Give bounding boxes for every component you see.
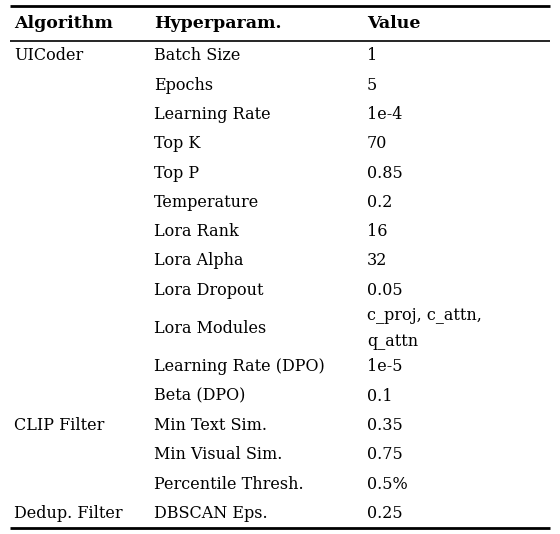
Text: Learning Rate (DPO): Learning Rate (DPO) [154, 358, 325, 375]
Text: DBSCAN Eps.: DBSCAN Eps. [154, 505, 268, 522]
Text: Dedup. Filter: Dedup. Filter [14, 505, 123, 522]
Text: 0.75: 0.75 [367, 446, 403, 464]
Text: CLIP Filter: CLIP Filter [14, 417, 104, 434]
Text: Lora Modules: Lora Modules [154, 320, 266, 337]
Text: 0.25: 0.25 [367, 505, 403, 522]
Text: Percentile Thresh.: Percentile Thresh. [154, 476, 304, 492]
Text: Top K: Top K [154, 135, 200, 152]
Text: Learning Rate: Learning Rate [154, 106, 270, 123]
Text: Lora Alpha: Lora Alpha [154, 253, 244, 270]
Text: Lora Rank: Lora Rank [154, 223, 239, 240]
Text: Min Text Sim.: Min Text Sim. [154, 417, 267, 434]
Text: Temperature: Temperature [154, 194, 259, 211]
Text: 0.1: 0.1 [367, 388, 393, 405]
Text: 16: 16 [367, 223, 388, 240]
Text: Algorithm: Algorithm [14, 15, 113, 32]
Text: Top P: Top P [154, 164, 199, 182]
Text: 0.2: 0.2 [367, 194, 392, 211]
Text: q_attn: q_attn [367, 333, 418, 350]
Text: Value: Value [367, 15, 421, 32]
Text: 0.35: 0.35 [367, 417, 403, 434]
Text: 32: 32 [367, 253, 387, 270]
Text: Min Visual Sim.: Min Visual Sim. [154, 446, 282, 464]
Text: 1e-4: 1e-4 [367, 106, 402, 123]
Text: Epochs: Epochs [154, 77, 213, 94]
Text: 70: 70 [367, 135, 387, 152]
Text: 1e-5: 1e-5 [367, 358, 402, 375]
Text: Batch Size: Batch Size [154, 48, 240, 65]
Text: Lora Dropout: Lora Dropout [154, 282, 264, 299]
Text: c_proj, c_attn,: c_proj, c_attn, [367, 307, 482, 324]
Text: UICoder: UICoder [14, 48, 83, 65]
Text: Beta (DPO): Beta (DPO) [154, 388, 245, 405]
Text: 0.05: 0.05 [367, 282, 403, 299]
Text: 5: 5 [367, 77, 377, 94]
Text: 0.85: 0.85 [367, 164, 403, 182]
Text: 1: 1 [367, 48, 377, 65]
Text: 0.5%: 0.5% [367, 476, 408, 492]
Text: Hyperparam.: Hyperparam. [154, 15, 282, 32]
